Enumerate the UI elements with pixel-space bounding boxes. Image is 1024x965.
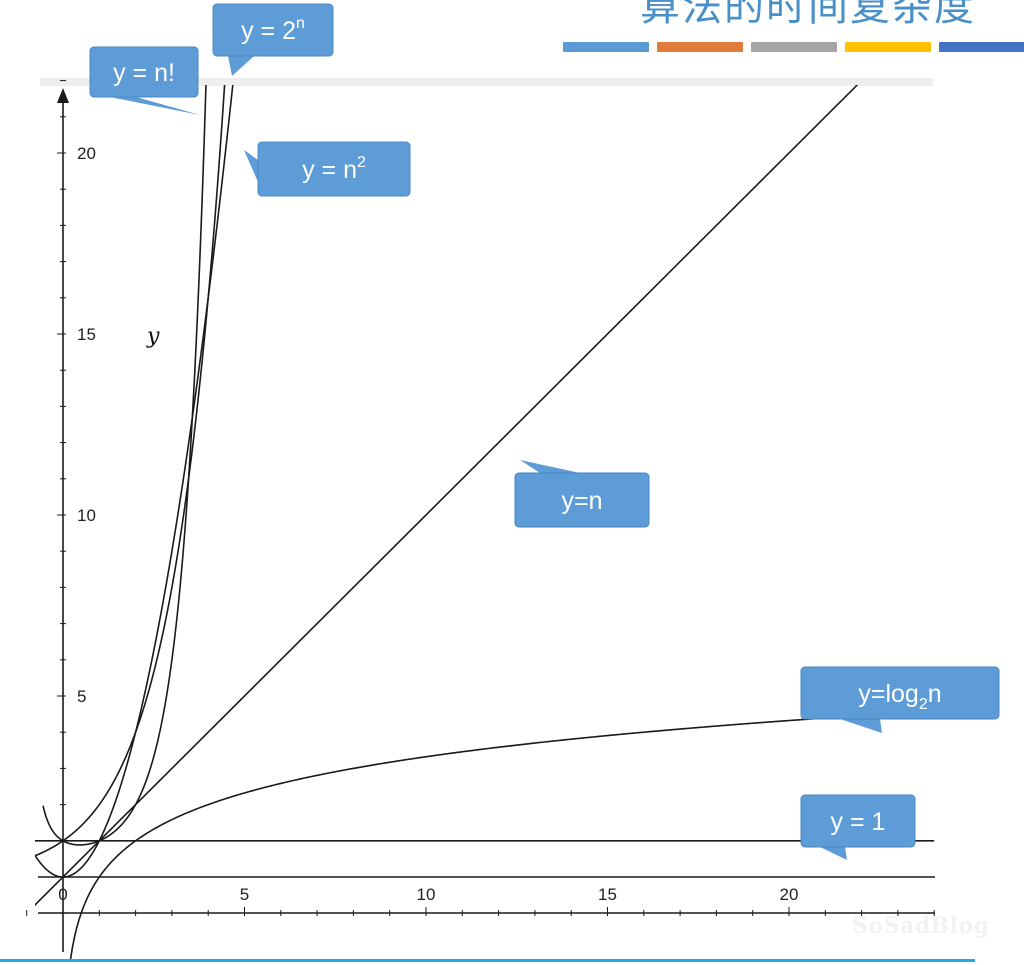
watermark: SoSadBlog: [852, 913, 990, 939]
top-divider: [40, 78, 933, 86]
label-constant: y = 1: [800, 794, 916, 860]
label-subscript: 2: [919, 696, 928, 713]
callout-tail: [244, 150, 258, 182]
color-bar-3: [751, 42, 837, 52]
label-suffix: n: [928, 680, 942, 708]
color-bar-strip: [563, 42, 1024, 52]
label-linear: y=n: [514, 460, 650, 528]
callout-box: [514, 472, 650, 528]
color-bar-5: [939, 42, 1024, 52]
callout-box: [800, 794, 916, 848]
axes: 0 5 10 15 20 5 10 15 20: [26, 80, 935, 952]
x-tick-label: 20: [780, 885, 799, 904]
curves: [35, 85, 935, 960]
label-log2: y=log2n: [800, 666, 1000, 733]
curve-linear: [35, 85, 859, 907]
callout-box: [800, 666, 1000, 720]
callout-text: y=log2n: [858, 680, 941, 713]
color-bar-2: [657, 42, 743, 52]
label-main: y = 2: [241, 17, 296, 45]
x-tick-label: 15: [598, 885, 617, 904]
label-superscript: n: [296, 15, 305, 32]
color-bar-1: [563, 42, 649, 52]
label-exp2: y = 2n: [212, 3, 334, 76]
callout-box: [89, 46, 199, 98]
y-axis-label: y: [146, 324, 160, 349]
callout-box: [257, 141, 411, 197]
callout-tail: [840, 719, 882, 733]
x-tick-label: 0: [58, 885, 67, 904]
color-bar-4: [845, 42, 931, 52]
label-main: y = 1: [831, 808, 886, 836]
label-main: y = n: [302, 156, 357, 184]
callout-text: y=n: [561, 487, 602, 515]
label-main: y=n: [561, 487, 602, 515]
bottom-accent-line: [0, 959, 975, 962]
label-main: y = n!: [113, 59, 175, 87]
curve-exp2: [35, 85, 226, 857]
y-tick-label: 10: [77, 506, 96, 525]
y-tick-label: 15: [77, 325, 96, 344]
callout-tail: [228, 56, 254, 76]
callout-tail: [820, 847, 847, 860]
y-tick-label: 20: [77, 144, 96, 163]
x-tick-label: 5: [240, 885, 249, 904]
x-tick-label: 10: [417, 885, 436, 904]
page-title: 算法的时间复杂度: [640, 0, 976, 30]
curve-log2: [69, 710, 935, 960]
callout-text: y = n!: [113, 59, 175, 87]
callout-tail: [110, 97, 200, 115]
callout-text: y = 2n: [241, 15, 305, 45]
y-tick-label: 5: [77, 687, 86, 706]
label-main: y=log: [858, 680, 918, 708]
callout-text: y = n2: [302, 154, 366, 184]
curve-factorial: [42, 85, 207, 846]
label-square: y = n2: [244, 141, 411, 197]
callout-box: [212, 3, 334, 57]
callout-tail: [520, 460, 580, 473]
label-superscript: 2: [357, 154, 366, 171]
callout-text: y = 1: [831, 808, 886, 836]
label-factorial: y = n!: [89, 46, 200, 115]
curve-square: [35, 85, 234, 878]
y-axis-arrow: [57, 88, 69, 103]
